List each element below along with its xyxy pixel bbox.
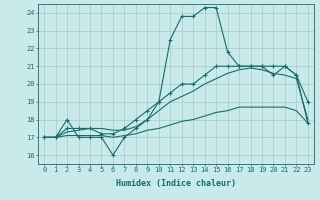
X-axis label: Humidex (Indice chaleur): Humidex (Indice chaleur) [116, 179, 236, 188]
